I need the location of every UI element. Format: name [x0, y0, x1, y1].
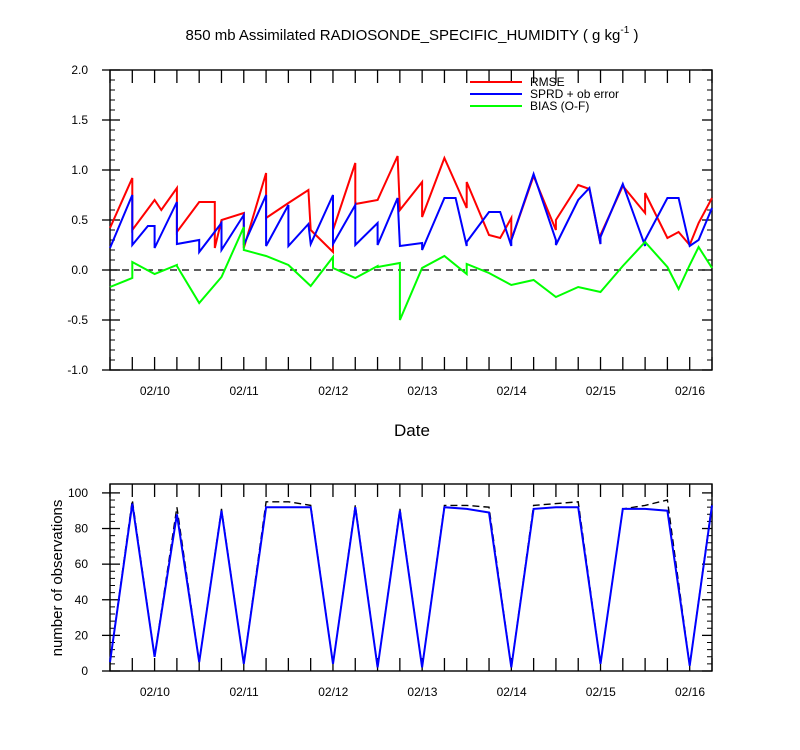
series-line-bias-o-f — [109, 226, 713, 321]
y-tick-label: 60 — [75, 557, 89, 571]
x-tick-label: 02/16 — [675, 685, 705, 699]
x-tick-label: 02/11 — [230, 384, 259, 398]
y-tick-label: -1.0 — [67, 363, 88, 377]
x-tick-label: 02/14 — [497, 685, 527, 699]
x-tick-label: 02/12 — [318, 685, 348, 699]
x-tick-label: 02/10 — [140, 384, 170, 398]
series-line-assimilated — [109, 503, 713, 668]
top-chart-ticks: 02/10 02/11 02/12 02/13 02/14 02/15 02/16 -1.0 -… — [67, 63, 713, 398]
bottom-plot-frame — [109, 483, 713, 672]
y-tick-label: 80 — [75, 522, 89, 536]
y-axis-label-observations: number of observations — [49, 500, 66, 657]
x-axis-label: Date — [394, 421, 430, 440]
x-tick-label: 02/15 — [586, 384, 616, 398]
chart-title: 850 mb Assimilated RADIOSONDE_SPECIFIC_H… — [186, 25, 639, 44]
series-line-rmse — [109, 155, 713, 255]
y-tick-label: 20 — [75, 628, 89, 642]
legend-label: SPRD + ob error — [530, 87, 619, 101]
y-tick-label: 0.5 — [71, 213, 88, 227]
x-tick-label: 02/10 — [140, 685, 170, 699]
x-tick-label: 02/14 — [497, 384, 527, 398]
bottom-chart-ticks: 02/10 02/11 02/12 02/13 02/14 02/15 02/16 0 20 40… — [68, 484, 713, 699]
y-tick-label: -0.5 — [67, 313, 88, 327]
x-tick-label: 02/15 — [586, 685, 616, 699]
top-plot-frame — [109, 69, 713, 371]
series-line-sprd-ob-error — [109, 170, 713, 255]
top-chart-humidity-stats: 850 mb Assimilated RADIOSONDE_SPECIFIC_H… — [67, 25, 713, 440]
y-tick-label: 1.5 — [71, 113, 88, 127]
y-tick-label: 2.0 — [71, 63, 88, 77]
y-tick-label: 1.0 — [71, 163, 88, 177]
legend-label: RMSE — [530, 75, 565, 89]
x-tick-label: 02/13 — [407, 384, 437, 398]
y-tick-label: 100 — [68, 486, 88, 500]
bottom-chart-series — [109, 499, 713, 668]
x-tick-label: 02/11 — [230, 685, 259, 699]
x-tick-label: 02/16 — [675, 384, 705, 398]
bottom-chart-observation-counts: 02/10 02/11 02/12 02/13 02/14 02/15 02/16 0 20 40… — [49, 483, 713, 699]
x-tick-label: 02/12 — [318, 384, 348, 398]
top-chart-series — [109, 155, 713, 321]
y-tick-label: 40 — [75, 593, 89, 607]
y-tick-label: 0 — [81, 664, 88, 678]
x-tick-label: 02/13 — [407, 685, 437, 699]
legend-label: BIAS (O-F) — [530, 99, 589, 113]
y-tick-label: 0.0 — [71, 263, 88, 277]
